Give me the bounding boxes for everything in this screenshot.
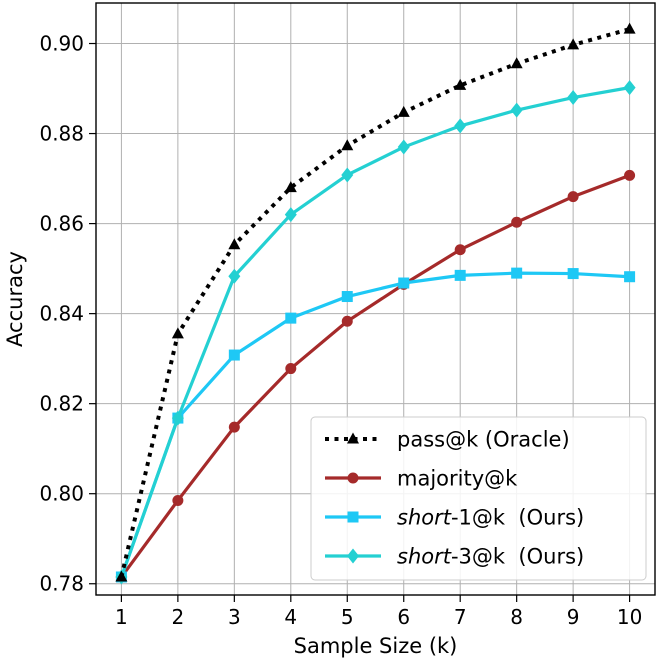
grid	[96, 3, 655, 595]
x-tick-label: 8	[510, 605, 523, 629]
data-point	[284, 181, 297, 193]
data-point	[624, 169, 636, 181]
series-line	[119, 86, 630, 578]
data-point	[341, 167, 354, 183]
data-point	[284, 207, 297, 223]
y-tick-label: 0.90	[39, 32, 84, 56]
data-point	[172, 494, 184, 506]
data-point	[510, 102, 523, 118]
legend-label: pass@k (Oracle)	[397, 428, 570, 452]
legend-item: majority@k	[325, 467, 518, 491]
data-point	[397, 105, 410, 117]
legend-marker	[347, 548, 359, 564]
legend-marker	[347, 432, 359, 444]
data-point	[228, 238, 241, 250]
legend-label-italic: short	[397, 545, 452, 569]
legend-label: short-3@k (Ours)	[397, 545, 584, 569]
data-point	[341, 139, 354, 151]
y-tick-label: 0.80	[39, 482, 84, 506]
legend-marker	[347, 511, 359, 523]
y-axis-ticks: 0.78 0.80 0.82 0.84 0.86 0.88 0.90	[39, 32, 96, 596]
data-point	[567, 268, 579, 280]
series-2	[115, 267, 636, 583]
x-axis-label: Sample Size (k)	[294, 634, 458, 658]
legend-label-text: -1@k (Ours)	[451, 506, 584, 530]
data-point	[285, 363, 297, 375]
x-tick-label: 10	[617, 605, 642, 629]
data-point	[454, 78, 467, 90]
x-tick-label: 2	[172, 605, 185, 629]
y-axis-label: Accuracy	[3, 251, 27, 347]
y-tick-label: 0.88	[39, 122, 84, 146]
y-tick-label: 0.82	[39, 392, 84, 416]
data-point	[398, 277, 410, 289]
legend-label-text: pass@k (Oracle)	[397, 428, 570, 452]
series-0	[115, 22, 636, 582]
x-tick-label: 3	[228, 605, 241, 629]
series-group	[115, 22, 636, 585]
x-tick-label: 9	[567, 605, 580, 629]
data-point	[228, 268, 241, 284]
data-point	[228, 421, 240, 433]
data-point	[171, 327, 184, 339]
data-point	[454, 269, 466, 281]
series-line	[119, 27, 631, 578]
data-point	[228, 349, 240, 361]
data-point	[397, 139, 410, 155]
plot-frame	[95, 2, 656, 596]
data-point	[510, 57, 523, 69]
x-tick-label: 7	[454, 605, 467, 629]
legend-label: short-1@k (Ours)	[397, 506, 584, 530]
x-axis-ticks: 1 2 3 4 5 6 7 8 9 10	[115, 595, 642, 629]
y-tick-label: 0.78	[39, 572, 84, 596]
data-point	[511, 216, 523, 228]
legend-label-text: -3@k (Ours)	[451, 545, 584, 569]
data-point	[341, 315, 353, 327]
y-tick-label: 0.84	[39, 302, 84, 326]
data-point	[511, 267, 523, 279]
legend-item: short-1@k (Ours)	[325, 506, 584, 530]
y-tick-label: 0.86	[39, 212, 84, 236]
data-point	[115, 570, 128, 582]
legend-frame	[310, 416, 647, 581]
legend-marker	[347, 472, 359, 484]
series-line	[119, 271, 630, 578]
data-point	[623, 80, 636, 96]
data-point	[341, 291, 353, 303]
data-point	[624, 271, 636, 283]
x-tick-label: 4	[284, 605, 297, 629]
data-point	[567, 191, 579, 203]
legend-item: short-3@k (Ours)	[325, 545, 584, 569]
data-point	[171, 410, 184, 426]
legend-label: majority@k	[397, 467, 518, 491]
data-point	[454, 118, 467, 134]
legend-label-text: majority@k	[397, 467, 518, 491]
series-3	[115, 80, 636, 585]
data-point	[567, 90, 580, 106]
legend-item: pass@k (Oracle)	[325, 428, 570, 452]
data-point	[623, 22, 636, 34]
legend-label-italic: short	[397, 506, 452, 530]
data-point	[454, 244, 466, 256]
x-tick-label: 1	[115, 605, 128, 629]
data-point	[285, 312, 297, 324]
data-point	[567, 38, 580, 50]
series-line	[120, 173, 631, 578]
x-tick-label: 5	[341, 605, 354, 629]
x-tick-label: 6	[397, 605, 410, 629]
